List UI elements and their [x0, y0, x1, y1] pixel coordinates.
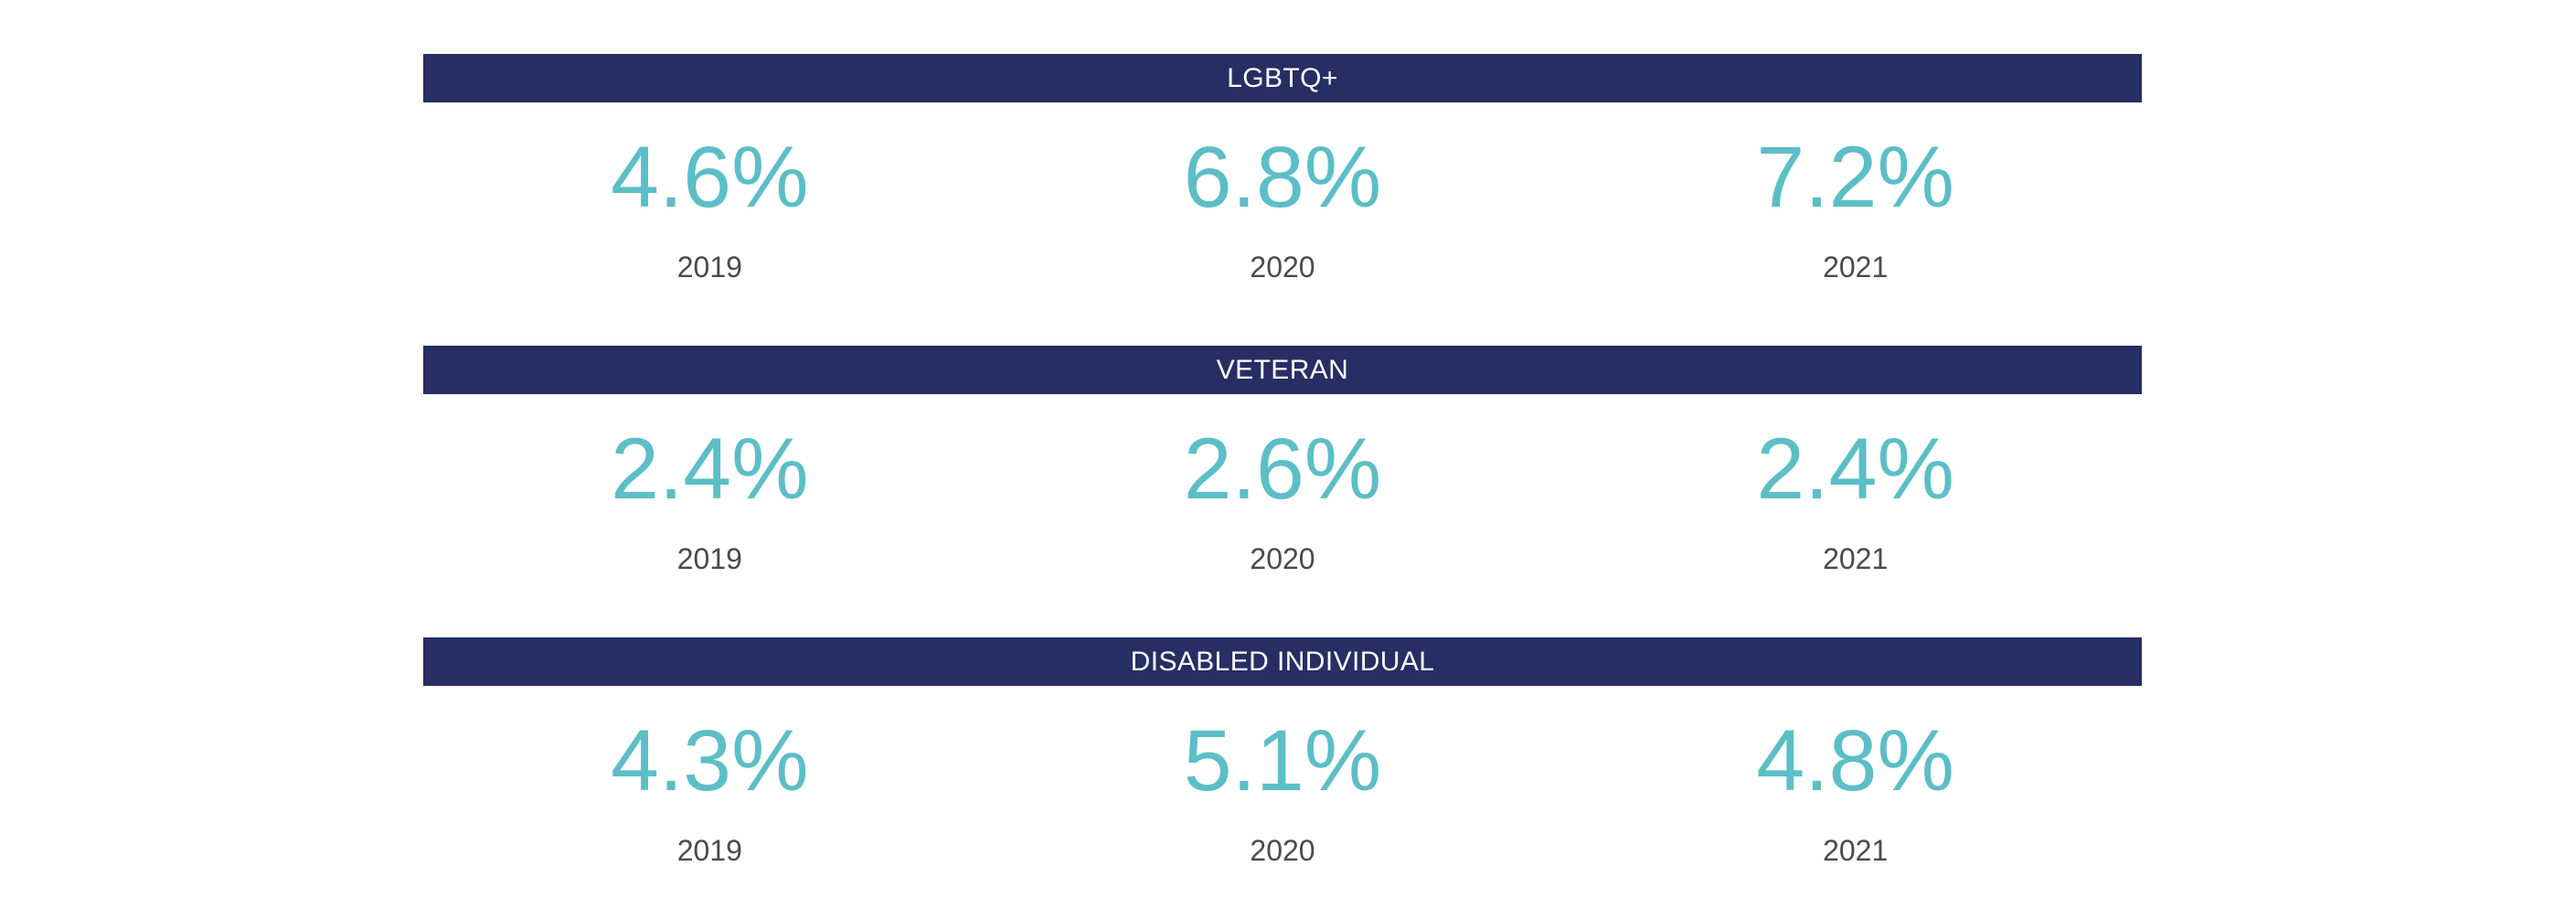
- stat-disabled-2021: 4.8% 2021: [1569, 686, 2142, 867]
- stat-year: 2021: [1823, 542, 1889, 575]
- section-header-veteran: VETERAN: [423, 346, 2142, 394]
- stat-year: 2021: [1823, 834, 1889, 867]
- section-header-lgbtq: LGBTQ+: [423, 54, 2142, 102]
- stat-value: 2.4%: [611, 421, 809, 518]
- stats-row: 4.6% 2019 6.8% 2020 7.2% 2021: [423, 102, 2142, 283]
- stat-veteran-2020: 2.6% 2020: [996, 394, 1570, 575]
- section-title: VETERAN: [1216, 354, 1349, 385]
- stat-veteran-2019: 2.4% 2019: [423, 394, 996, 575]
- stat-value: 2.6%: [1183, 421, 1382, 518]
- stat-year: 2020: [1250, 542, 1315, 575]
- stat-value: 6.8%: [1183, 129, 1382, 226]
- stat-lgbtq-2019: 4.6% 2019: [423, 102, 996, 283]
- stat-year: 2019: [676, 834, 742, 867]
- demographics-stats-panel: LGBTQ+ 4.6% 2019 6.8% 2020 7.2% 2021 VET…: [423, 54, 2142, 865]
- stat-value: 4.8%: [1756, 712, 1954, 809]
- stat-year: 2019: [676, 542, 742, 575]
- stat-veteran-2021: 2.4% 2021: [1569, 394, 2142, 575]
- stat-year: 2020: [1250, 834, 1315, 867]
- stat-year: 2020: [1250, 251, 1315, 283]
- stat-disabled-2020: 5.1% 2020: [996, 686, 1570, 867]
- stat-value: 4.6%: [611, 129, 809, 226]
- section-title: LGBTQ+: [1227, 62, 1338, 93]
- section-disabled-individual: DISABLED INDIVIDUAL 4.3% 2019 5.1% 2020 …: [423, 637, 2142, 865]
- stat-year: 2021: [1823, 251, 1889, 283]
- stat-disabled-2019: 4.3% 2019: [423, 686, 996, 867]
- stat-year: 2019: [676, 251, 742, 283]
- stat-lgbtq-2021: 7.2% 2021: [1569, 102, 2142, 283]
- stats-row: 2.4% 2019 2.6% 2020 2.4% 2021: [423, 394, 2142, 575]
- stat-value: 2.4%: [1756, 421, 1954, 518]
- section-veteran: VETERAN 2.4% 2019 2.6% 2020 2.4% 2021: [423, 346, 2142, 573]
- section-title: DISABLED INDIVIDUAL: [1130, 646, 1435, 677]
- stat-value: 7.2%: [1756, 129, 1954, 226]
- section-header-disabled-individual: DISABLED INDIVIDUAL: [423, 637, 2142, 686]
- stats-row: 4.3% 2019 5.1% 2020 4.8% 2021: [423, 686, 2142, 867]
- stat-lgbtq-2020: 6.8% 2020: [996, 102, 1570, 283]
- stat-value: 5.1%: [1183, 712, 1382, 809]
- stat-value: 4.3%: [611, 712, 809, 809]
- section-lgbtq: LGBTQ+ 4.6% 2019 6.8% 2020 7.2% 2021: [423, 54, 2142, 282]
